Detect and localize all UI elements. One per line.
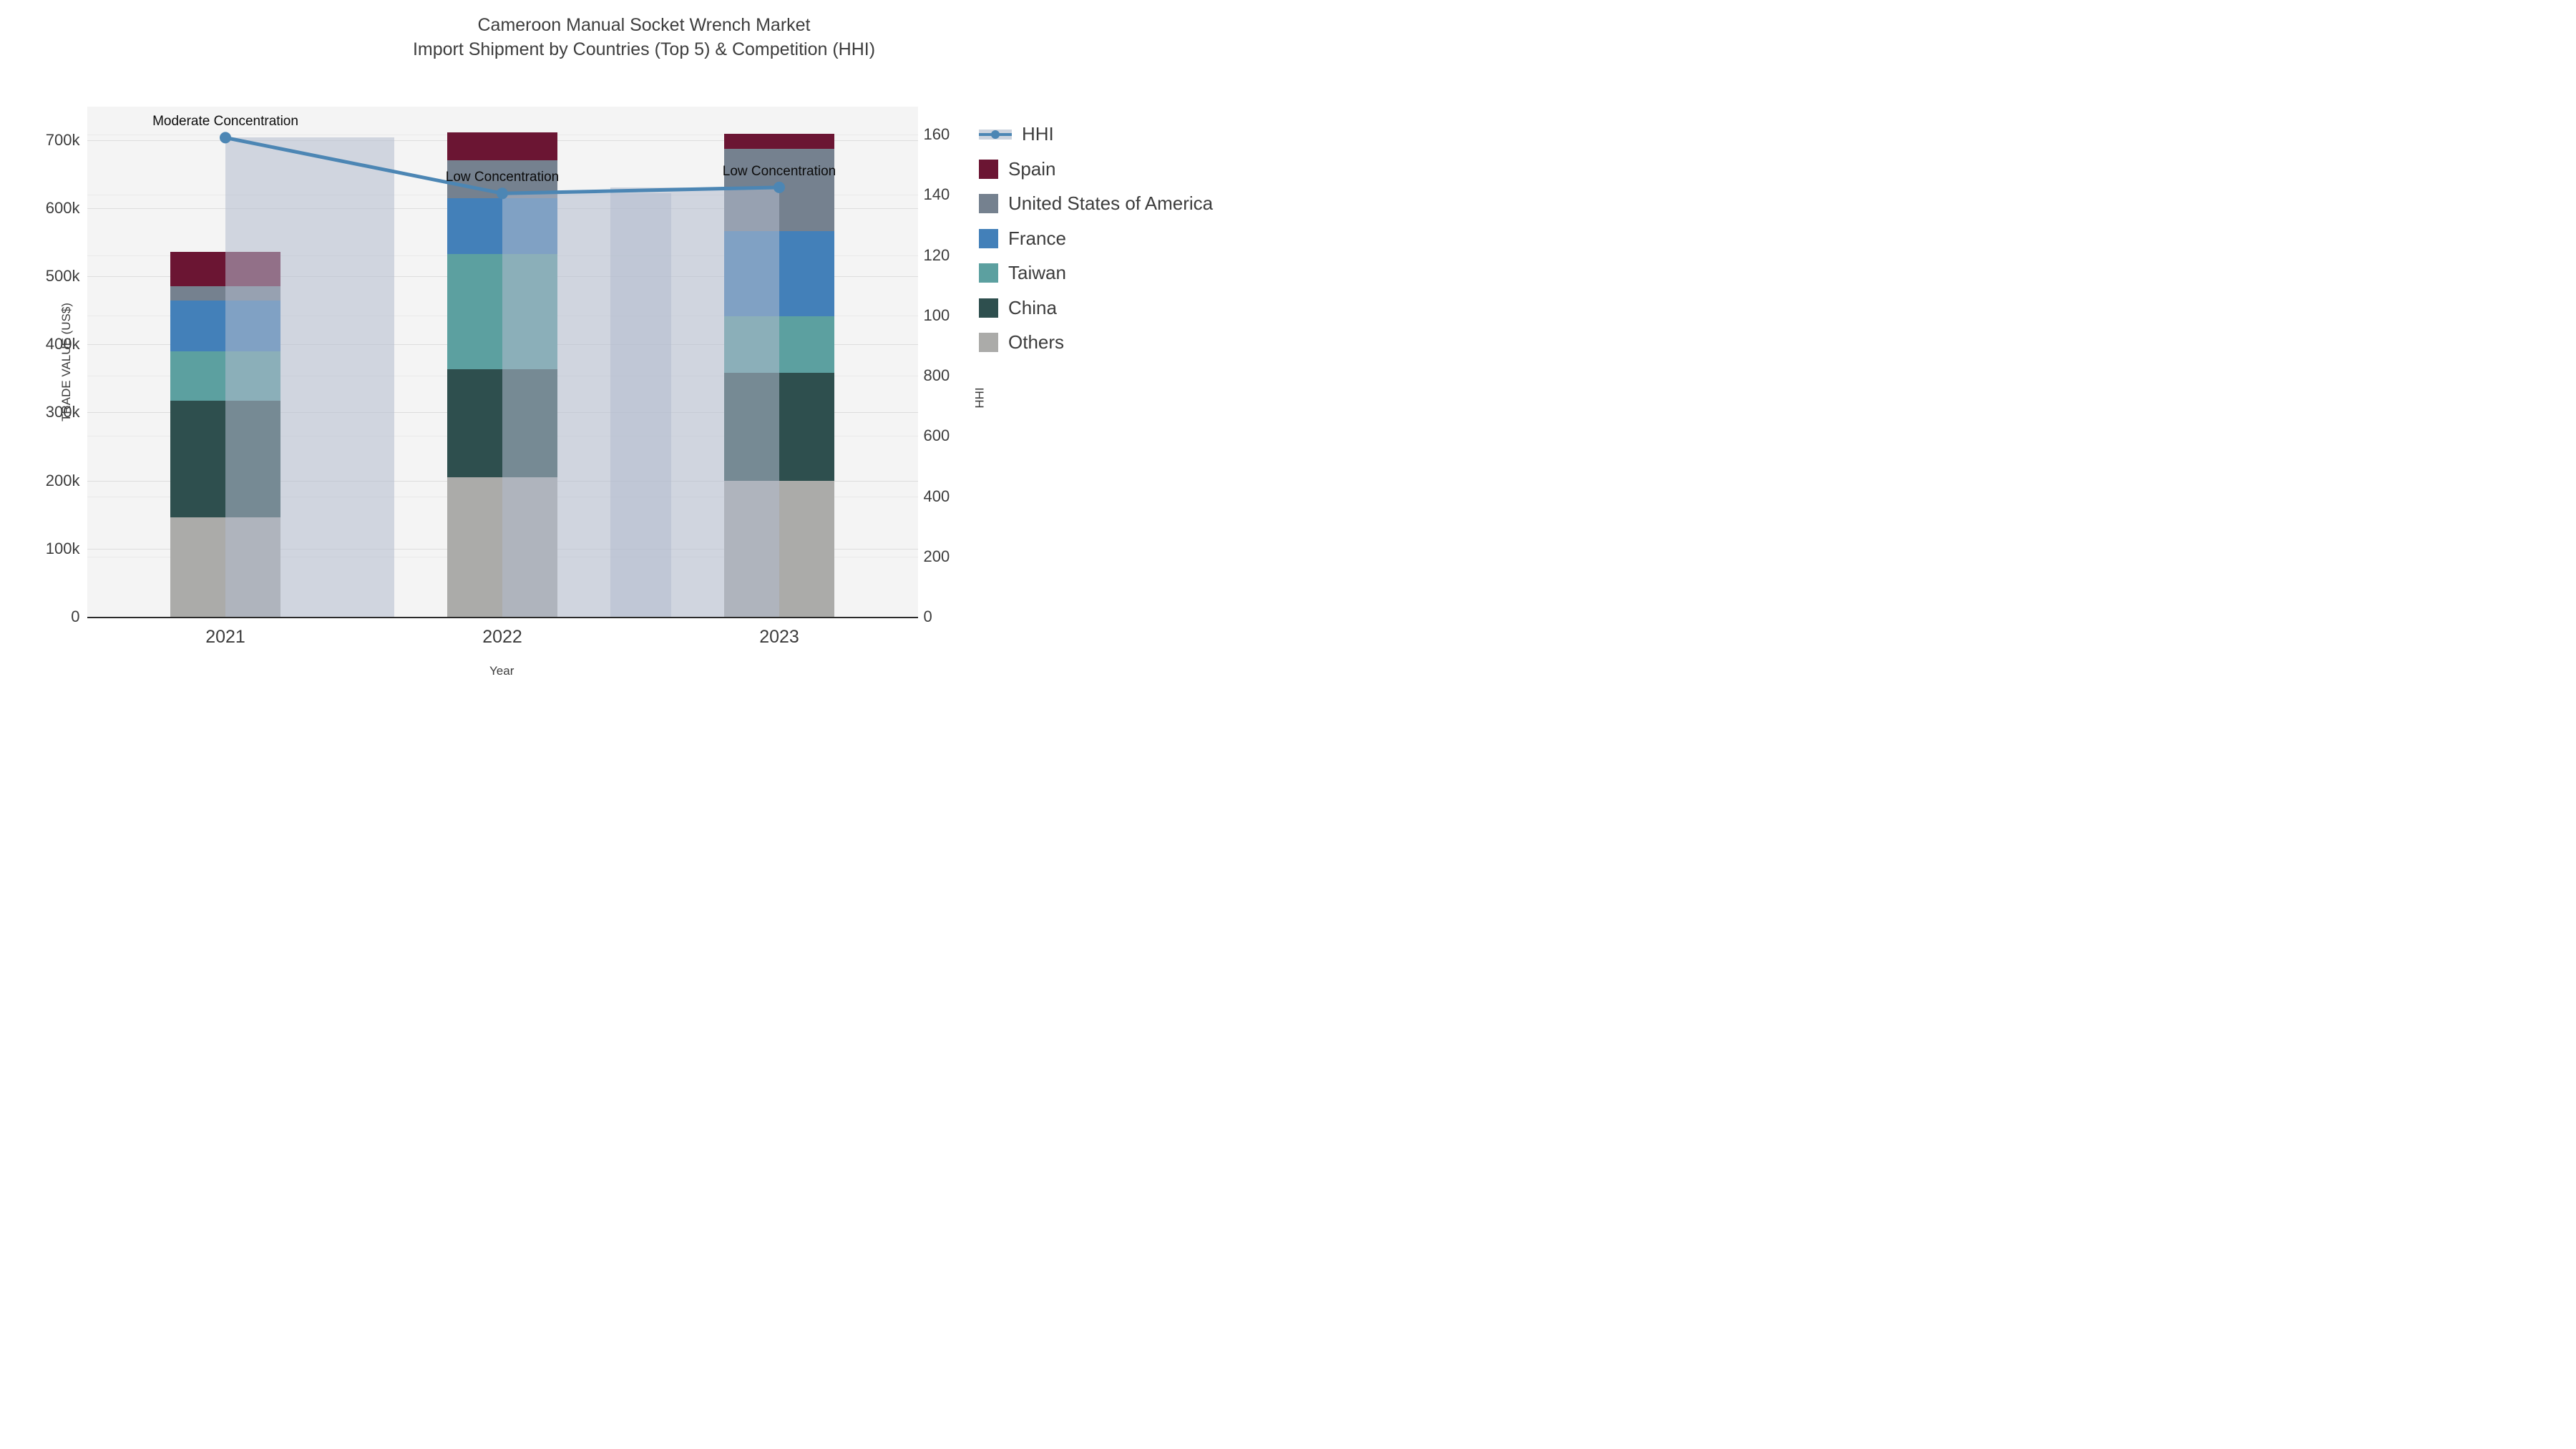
chart-title-line2: Import Shipment by Countries (Top 5) & C…	[412, 39, 876, 59]
legend-label: France	[1008, 227, 1066, 249]
legend-label: Spain	[1008, 157, 1056, 180]
legend-swatch-icon	[979, 263, 998, 283]
legend-label: HHI	[1022, 123, 1054, 145]
left-tick-600k: 600k	[45, 198, 80, 217]
legend-label: China	[1008, 296, 1057, 318]
right-tick-1400: 140	[923, 185, 950, 204]
chart-title: Cameroon Manual Socket Wrench Market Imp…	[0, 13, 1288, 62]
hhi-marker-2022[interactable]	[497, 187, 508, 200]
right-tick-200: 200	[923, 547, 950, 565]
left-tick-400k: 400k	[45, 335, 80, 353]
right-tick-1200: 120	[923, 245, 950, 264]
right-tick-1600: 160	[923, 125, 950, 144]
legend-item-hhi[interactable]: HHI	[979, 123, 1054, 145]
legend-hhi-swatch-icon	[979, 129, 1012, 140]
chart-canvas: Cameroon Manual Socket Wrench Market Imp…	[0, 0, 1288, 725]
left-axis-title: TRADE VALUE (US$)	[59, 302, 73, 421]
right-tick-0: 0	[923, 608, 932, 625]
right-tick-1000: 100	[923, 306, 950, 324]
legend-item-spain[interactable]: Spain	[979, 158, 1056, 180]
legend-swatch-icon	[979, 159, 998, 179]
bar-2023-spain[interactable]	[723, 134, 835, 149]
hhi-marker-2021[interactable]	[220, 132, 231, 144]
left-tick-300k: 300k	[45, 403, 80, 421]
legend-item-china[interactable]: China	[979, 297, 1057, 319]
right-tick-400: 400	[923, 487, 950, 505]
hhi-band-2021[interactable]	[225, 137, 395, 617]
bar-2022-spain[interactable]	[447, 132, 558, 161]
annotation-2023: Low Concentration	[722, 163, 836, 179]
left-tick-700k: 700k	[45, 130, 80, 149]
right-tick-800: 800	[923, 366, 950, 385]
hhi-band-2023[interactable]	[610, 187, 779, 617]
left-tick-0: 0	[71, 608, 80, 625]
left-tick-100k: 100k	[45, 539, 80, 557]
legend-item-france[interactable]: France	[979, 228, 1066, 250]
legend-label: Taiwan	[1008, 262, 1066, 283]
legend-swatch-icon	[979, 298, 998, 318]
left-tick-200k: 200k	[45, 471, 80, 489]
x-axis-line	[87, 617, 918, 618]
legend-label: United States of America	[1008, 192, 1214, 214]
legend-swatch-icon	[979, 333, 998, 352]
right-tick-600: 600	[923, 426, 950, 445]
legend-swatch-icon	[979, 228, 998, 248]
hhi-marker-2023[interactable]	[774, 181, 785, 193]
x-tick-2023: 2023	[759, 627, 799, 647]
right-axis-title: HHI	[972, 386, 987, 409]
chart-title-line1: Cameroon Manual Socket Wrench Market	[477, 15, 811, 35]
x-tick-2021: 2021	[205, 627, 245, 647]
annotation-2021: Moderate Concentration	[152, 114, 298, 130]
x-axis-title: Year	[489, 664, 514, 678]
legend-label: Others	[1008, 331, 1065, 353]
annotation-2022: Low Concentration	[445, 170, 560, 185]
left-tick-500k: 500k	[45, 267, 80, 286]
legend-item-taiwan[interactable]: Taiwan	[979, 262, 1066, 284]
legend-swatch-icon	[979, 194, 998, 213]
x-tick-2022: 2022	[482, 627, 522, 647]
hhi-line-layer	[220, 132, 785, 200]
legend-item-others[interactable]: Others	[979, 331, 1064, 353]
legend-item-united-states-of-america[interactable]: United States of America	[979, 192, 1213, 215]
